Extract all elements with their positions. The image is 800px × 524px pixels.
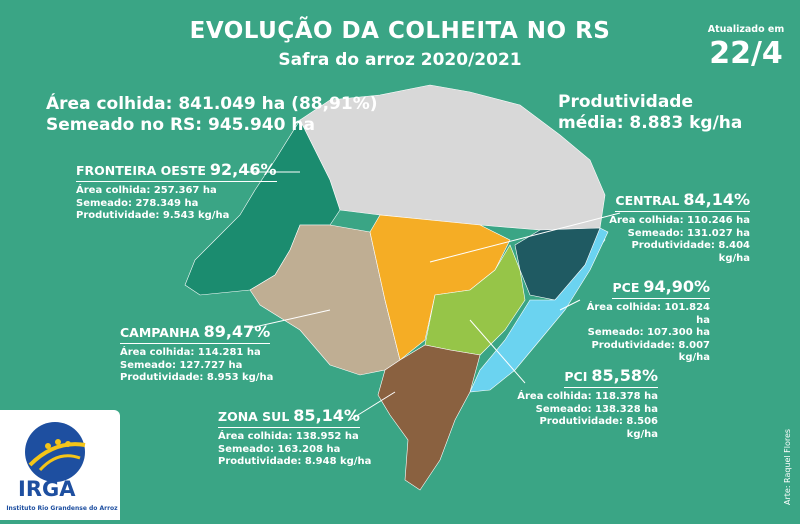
region-pct: 89,47% [203, 322, 271, 341]
region-prod: Produtividade: 8.007 kg/ha [591, 339, 710, 364]
region-name: PCI [564, 369, 588, 384]
summary-productivity: Produtividade média: 8.883 kg/ha [558, 92, 742, 134]
region-pct: 84,14% [683, 190, 750, 209]
region-semeado: Semeado: 163.208 ha [218, 443, 341, 455]
region-semeado: Semeado: 138.328 ha [535, 403, 658, 415]
region-prod: Produtividade: 8.953 kg/ha [120, 372, 274, 383]
region-campanha: CAMPANHA 89,47% Área colhida: 114.281 ha … [120, 322, 273, 385]
region-area: Área colhida: 110.246 ha [609, 215, 750, 226]
region-area: Área colhida: 114.281 ha [120, 347, 261, 358]
page-subtitle: Safra do arroz 2020/2021 [278, 50, 522, 70]
region-semeado: Semeado: 107.300 ha [587, 327, 710, 338]
region-area: Área colhida: 118.378 ha [517, 391, 658, 402]
art-credit: Arte: Raquel Flores [783, 428, 792, 505]
logo-name: IRGA [18, 477, 76, 501]
region-name: CAMPANHA [120, 325, 200, 340]
region-prod: Produtividade: 9.543 kg/ha [76, 210, 230, 221]
region-litoral-area [469, 227, 609, 393]
updated-date: 22/4 [709, 36, 783, 71]
region-name: ZONA SUL [218, 409, 290, 424]
region-zona-sul-area [377, 344, 481, 491]
summary-area-colhida: Área colhida: 841.049 ha (88,91%) [46, 94, 378, 114]
region-semeado: Semeado: 127.727 ha [120, 359, 243, 371]
region-area: Área colhida: 138.952 ha [218, 431, 359, 442]
region-name: FRONTEIRA OESTE [76, 163, 206, 178]
updated-label: Atualizado em [707, 24, 785, 35]
region-area: Área colhida: 101.824 ha [586, 302, 710, 326]
region-zona-sul: ZONA SUL 85,14% Área colhida: 138.952 ha … [218, 406, 371, 469]
region-pct: 85,14% [293, 406, 360, 425]
region-name: CENTRAL [615, 193, 680, 208]
leader-lines [248, 171, 621, 421]
logo-subtitle: Instituto Rio Grandense do Arroz [6, 505, 118, 512]
summary-prod-value: média: 8.883 kg/ha [558, 113, 743, 133]
region-prod: Produtividade: 8.404 kg/ha [631, 240, 750, 264]
region-pct: 92,46% [209, 160, 277, 179]
page-title: EVOLUÇÃO DA COLHEITA NO RS [189, 18, 611, 44]
region-name: PCE [612, 280, 640, 295]
region-pci: PCI 85,58% Área colhida: 118.378 ha Semea… [510, 366, 658, 441]
region-pct: 94,90% [643, 277, 710, 296]
summary-prod-label: Produtividade [558, 92, 693, 112]
region-central: CENTRAL 84,14% Área colhida: 110.246 ha S… [600, 190, 750, 265]
region-pce: PCE 94,90% Área colhida: 101.824 ha Semea… [580, 277, 710, 365]
summary-totals: Área colhida: 841.049 ha (88,91%) Semead… [46, 94, 378, 136]
region-prod: Produtividade: 8.948 kg/ha [218, 456, 372, 467]
region-semeado: Semeado: 131.027 ha [627, 227, 750, 239]
region-prod: Produtividade: 8.506 kg/ha [539, 416, 658, 440]
rice-logo-icon [25, 422, 86, 482]
region-area: Área colhida: 257.367 ha [76, 185, 217, 196]
region-semeado: Semeado: 278.349 ha [76, 197, 199, 209]
summary-semeado: Semeado no RS: 945.940 ha [46, 115, 315, 135]
region-fronteira-oeste: FRONTEIRA OESTE 92,46% Área colhida: 257.… [76, 160, 277, 223]
logo-panel [0, 410, 120, 520]
region-pct: 85,58% [591, 366, 658, 385]
